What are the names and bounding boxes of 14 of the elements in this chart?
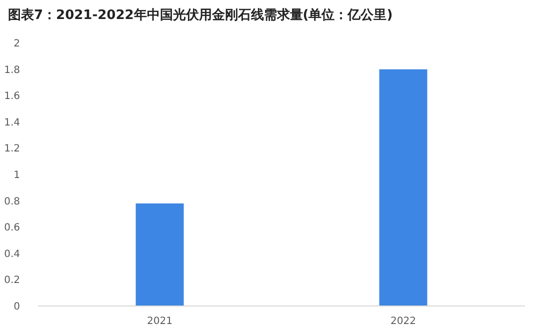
y-tick-label: 0 (14, 302, 20, 312)
y-tick-label: 0.6 (4, 222, 20, 234)
y-tick-label: 1.8 (4, 64, 20, 76)
y-tick-label: 2 (14, 38, 20, 50)
y-tick-label: 0.4 (4, 248, 20, 260)
y-tick-label: 1.6 (4, 91, 20, 102)
y-tick-label: 0.2 (4, 275, 20, 286)
y-tick-label: 1 (14, 170, 20, 181)
x-tick-label: 2022 (390, 316, 416, 327)
x-tick-label: 2021 (147, 316, 172, 327)
chart-title: 图表7：2021-2022年中国光伏用金刚石线需求量(单位：亿公里) (8, 7, 393, 23)
y-tick-label: 1.2 (4, 144, 20, 155)
y-tick-label: 1.4 (4, 117, 20, 128)
y-tick-label: 0.8 (4, 196, 20, 208)
